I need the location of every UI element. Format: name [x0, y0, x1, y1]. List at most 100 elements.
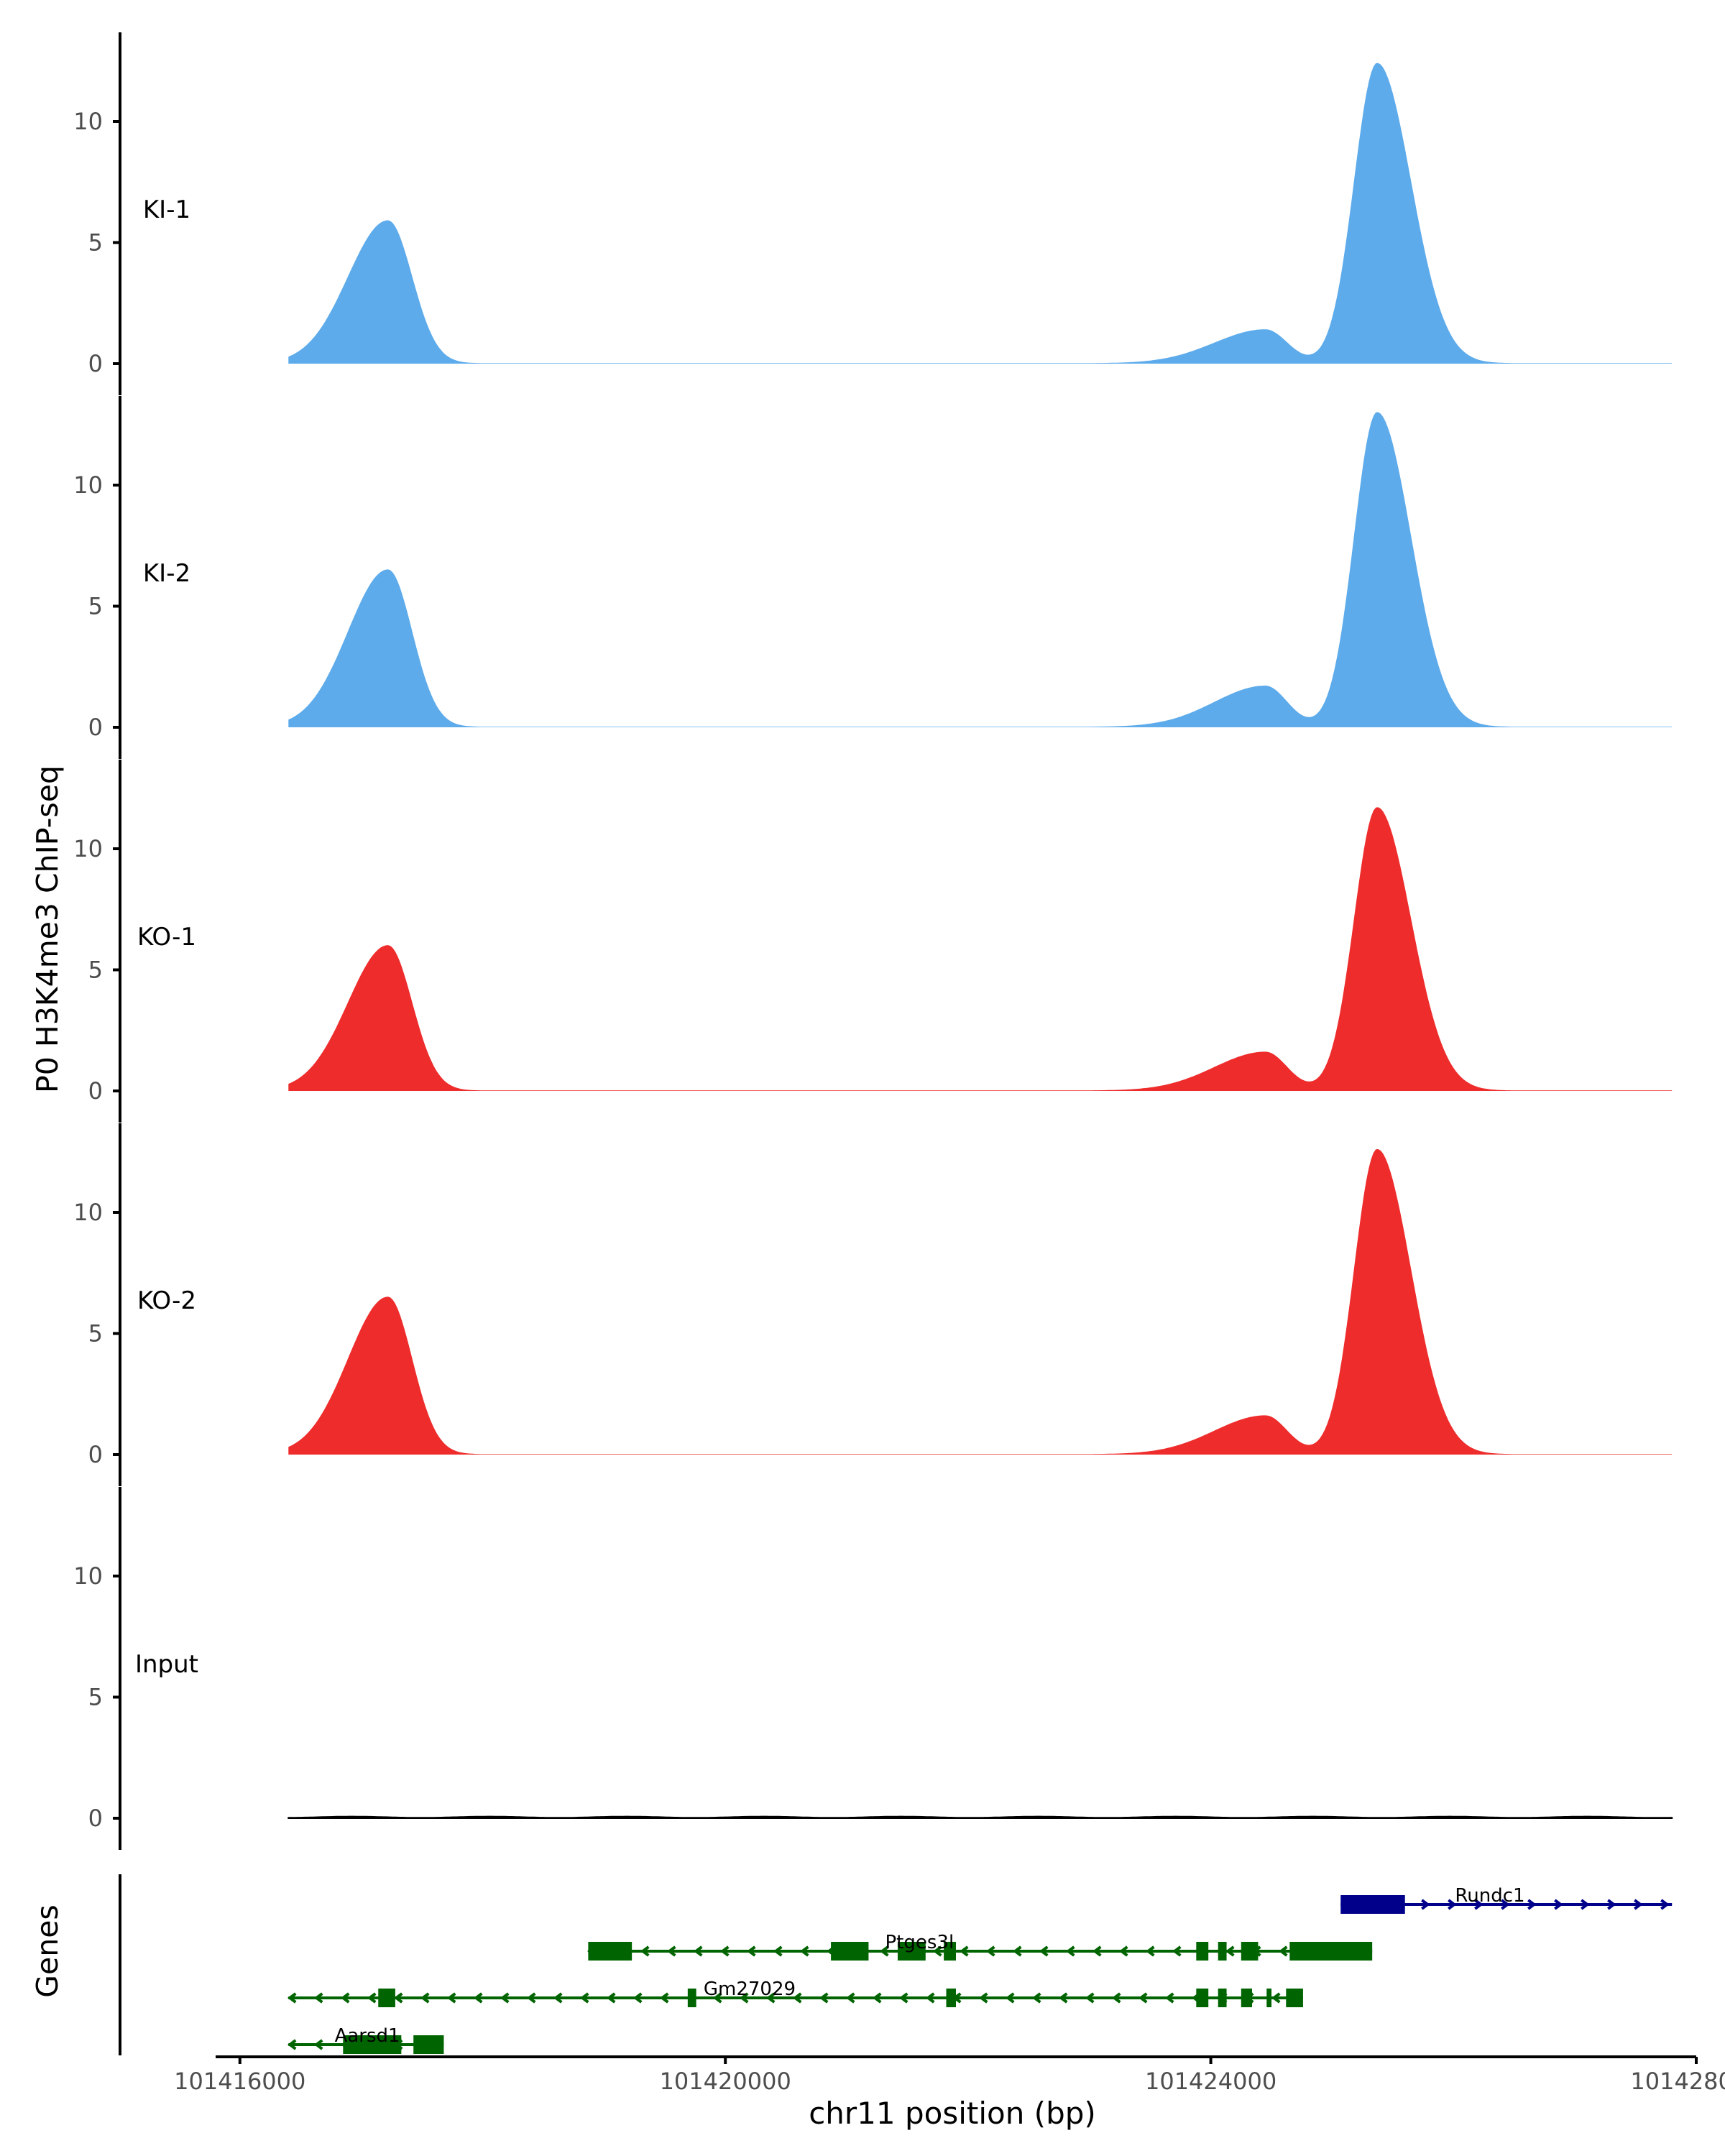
exon-block [1289, 1942, 1373, 1961]
strand-arrow [747, 1945, 756, 1957]
y-tick-label: 10 [73, 1562, 103, 1590]
y-tick-label: 0 [88, 1077, 103, 1105]
strand-arrow [1554, 1899, 1563, 1910]
strand-arrow [1634, 1899, 1643, 1910]
signal-area-ko-1 [288, 807, 1673, 1091]
x-tick-label: 101416000 [174, 2068, 305, 2095]
exon-block [897, 1942, 926, 1961]
strand-arrow [986, 1945, 995, 1957]
strand-arrow [1421, 1899, 1430, 1910]
gene-name-label: Aarsd1 [335, 2025, 400, 2047]
strand-arrow [659, 1992, 669, 2004]
strand-arrow [1474, 1899, 1484, 1910]
exon-block [831, 1942, 869, 1961]
strand-arrow [500, 1992, 510, 2004]
strand-arrow [667, 1945, 676, 1957]
strand-arrow [632, 1992, 643, 2004]
exon-block [946, 1989, 956, 2007]
strand-arrow [800, 1945, 809, 1957]
strand-arrow [1448, 1899, 1457, 1910]
exon-block [1196, 1942, 1209, 1961]
exon-block [413, 2035, 444, 2054]
gene-gm27029: Gm27029 [287, 1978, 1303, 2007]
x-tick-label: 101424000 [1145, 2068, 1276, 2095]
y-tick-label: 10 [73, 1199, 103, 1226]
strand-arrow [933, 1945, 942, 1957]
track-name-label: KI-1 [143, 195, 190, 224]
x-tick-label: 101428000 [1630, 2068, 1725, 2095]
signal-area-ko-2 [288, 1149, 1673, 1455]
signal-tracks: 0 5 10 KI-1 0 5 10 KI-2 0 5 10 KO-1 0 5 10 KO-2 0 5 10 Inpu… [73, 32, 1673, 1850]
track-name-label: Input [135, 1650, 198, 1679]
gene-ptges3l: Ptges3l [587, 1932, 1373, 1961]
y-tick-label: 10 [73, 108, 103, 135]
strand-arrow [340, 1992, 350, 2004]
strand-arrow [1164, 1992, 1174, 2004]
track-name-label: KO-1 [137, 923, 196, 952]
signal-area-ki-2 [288, 412, 1673, 727]
strand-arrow [694, 1945, 703, 1957]
strand-arrow [313, 2039, 323, 2050]
strand-arrow [712, 1992, 722, 2004]
strand-arrow [579, 1992, 589, 2004]
y-tick-label: 0 [88, 1805, 103, 1832]
gene-aarsd1: Aarsd1 [287, 2025, 444, 2054]
y-axis-title: P0 H3K4me3 ChIP-seq [30, 765, 65, 1093]
y-tick-label: 0 [88, 714, 103, 741]
gene-name-label: Rundc1 [1455, 1885, 1524, 1907]
exon-block [1241, 1989, 1252, 2007]
strand-arrow [313, 1992, 323, 2004]
exon-block [343, 2035, 402, 2054]
strand-arrow [640, 1945, 650, 1957]
strand-arrow [1013, 1945, 1022, 1957]
strand-arrow [819, 1992, 829, 2004]
strand-arrow [1279, 1945, 1288, 1957]
strand-arrow [420, 1992, 430, 2004]
exon-block [944, 1942, 956, 1961]
strand-arrow [1660, 1899, 1670, 1910]
strand-arrow [287, 1992, 297, 2004]
strand-arrow [1146, 1945, 1155, 1957]
strand-arrow [1058, 1992, 1068, 2004]
strand-arrow [473, 1992, 483, 2004]
strand-arrow [553, 1992, 563, 2004]
strand-arrow [898, 1992, 908, 2004]
strand-arrow [792, 1992, 802, 2004]
strand-arrow [1031, 1992, 1041, 2004]
y-tick-label: 0 [88, 1441, 103, 1468]
y-tick-label: 10 [73, 835, 103, 862]
strand-arrow [960, 1945, 969, 1957]
strand-arrow [1111, 1992, 1121, 2004]
strand-arrow [446, 1992, 456, 2004]
strand-arrow [526, 1992, 536, 2004]
strand-arrow [367, 1992, 377, 2004]
exon-block [687, 1989, 696, 2007]
strand-arrow [739, 1992, 749, 2004]
y-tick-label: 10 [73, 471, 103, 499]
strand-arrow [1039, 1945, 1049, 1957]
strand-arrow [872, 1992, 882, 2004]
strand-arrow [925, 1992, 935, 2004]
y-tick-label: 5 [88, 229, 103, 257]
y-tick-label: 5 [88, 1684, 103, 1711]
gene-name-label: Gm27029 [704, 1978, 796, 2000]
strand-arrow [287, 2039, 297, 2050]
strand-arrow [1119, 1945, 1128, 1957]
x-axis-title: chr11 position (bp) [809, 2096, 1096, 2131]
strand-arrow [1092, 1945, 1102, 1957]
track-input: 0 5 10 Input [73, 1487, 1673, 1850]
y-tick-label: 5 [88, 957, 103, 984]
x-tick-label: 101420000 [660, 2068, 791, 2095]
y-tick-label: 5 [88, 593, 103, 620]
track-ki-1: 0 5 10 KI-1 [73, 32, 1673, 395]
strand-arrow [606, 1992, 616, 2004]
exon-block [588, 1942, 632, 1961]
track-ko-2: 0 5 10 KO-2 [73, 1123, 1673, 1486]
strand-arrow [1138, 1992, 1148, 2004]
track-name-label: KI-2 [143, 559, 190, 588]
exon-block [1218, 1942, 1227, 1961]
strand-arrow [1066, 1945, 1075, 1957]
track-ki-2: 0 5 10 KI-2 [73, 396, 1673, 759]
strand-arrow [845, 1992, 855, 2004]
